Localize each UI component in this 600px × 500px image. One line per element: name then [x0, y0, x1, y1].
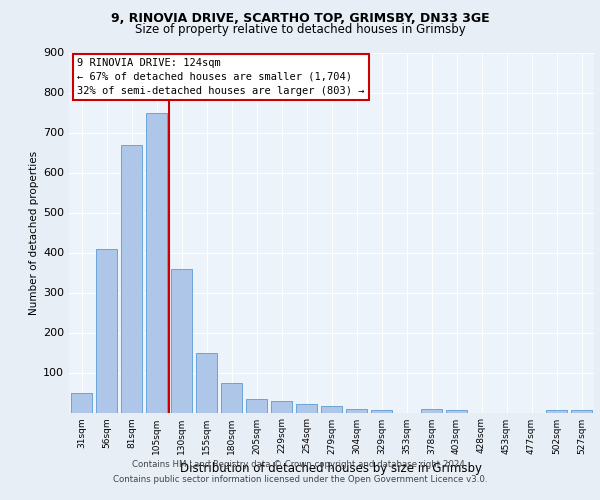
Bar	[271, 400, 292, 412]
Text: Size of property relative to detached houses in Grimsby: Size of property relative to detached ho…	[134, 24, 466, 36]
Text: Contains public sector information licensed under the Open Government Licence v3: Contains public sector information licen…	[113, 474, 487, 484]
Text: Contains HM Land Registry data © Crown copyright and database right 2024.: Contains HM Land Registry data © Crown c…	[132, 460, 468, 469]
Bar	[571, 410, 592, 412]
Bar	[446, 410, 467, 412]
Bar	[71, 392, 92, 412]
Bar	[246, 398, 267, 412]
Text: 9, RINOVIA DRIVE, SCARTHO TOP, GRIMSBY, DN33 3GE: 9, RINOVIA DRIVE, SCARTHO TOP, GRIMSBY, …	[110, 12, 490, 26]
Bar	[221, 382, 242, 412]
Bar	[321, 406, 342, 412]
Bar	[421, 410, 442, 412]
Bar	[121, 144, 142, 412]
Bar	[146, 112, 167, 412]
X-axis label: Distribution of detached houses by size in Grimsby: Distribution of detached houses by size …	[181, 462, 482, 475]
Bar	[546, 410, 567, 412]
Bar	[96, 248, 117, 412]
Bar	[196, 352, 217, 412]
Bar	[346, 410, 367, 412]
Bar	[171, 268, 192, 412]
Text: 9 RINOVIA DRIVE: 124sqm
← 67% of detached houses are smaller (1,704)
32% of semi: 9 RINOVIA DRIVE: 124sqm ← 67% of detache…	[77, 58, 364, 96]
Y-axis label: Number of detached properties: Number of detached properties	[29, 150, 39, 314]
Bar	[371, 410, 392, 412]
Bar	[296, 404, 317, 412]
